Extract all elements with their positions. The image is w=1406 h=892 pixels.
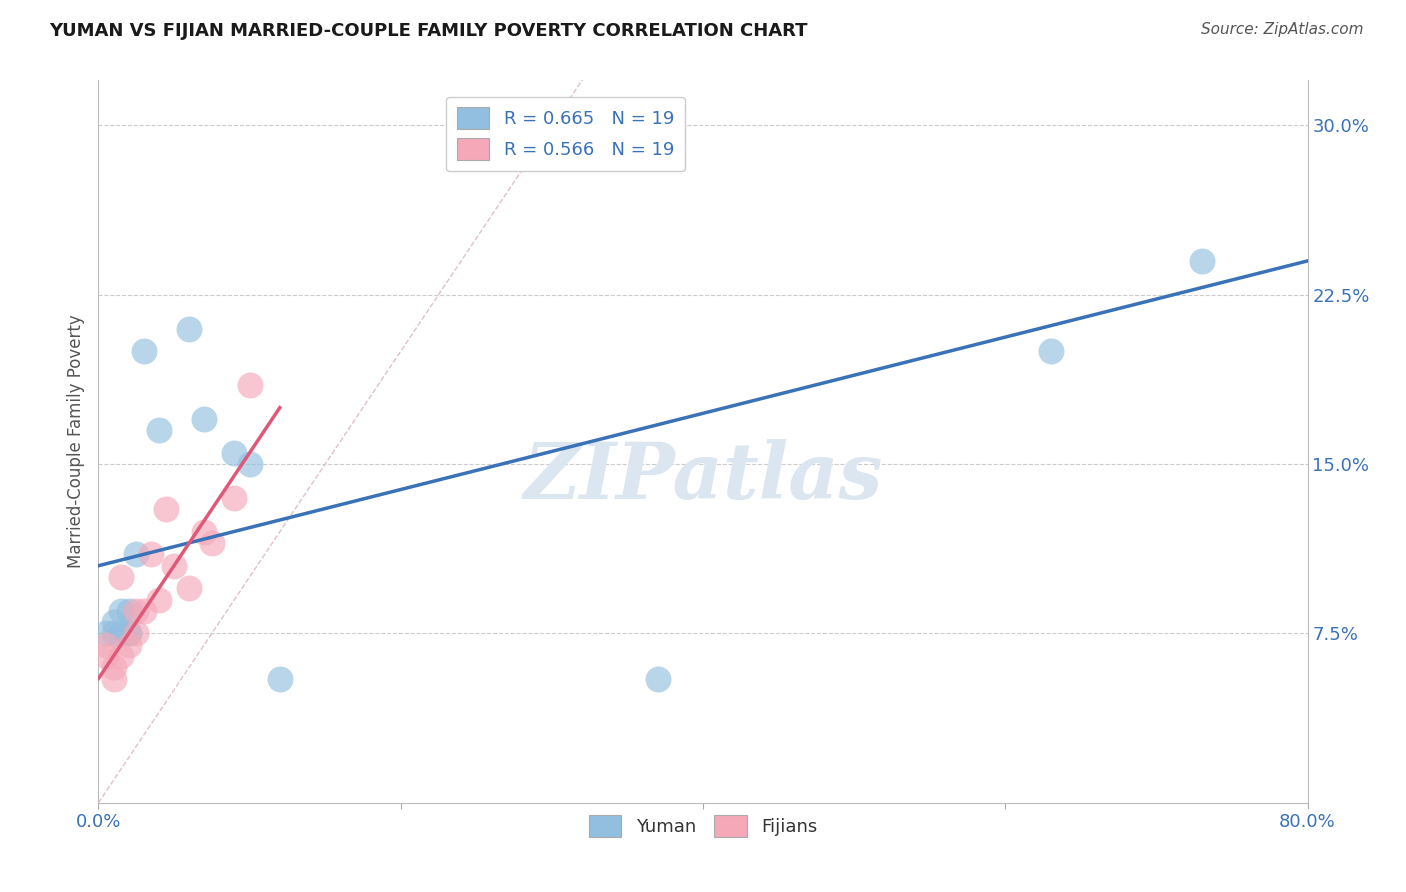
Point <box>193 524 215 539</box>
Point <box>110 570 132 584</box>
Point <box>239 457 262 471</box>
Point <box>269 672 291 686</box>
Point <box>1191 253 1213 268</box>
Point <box>94 626 117 640</box>
Point <box>239 378 262 392</box>
Point <box>141 548 163 562</box>
Point <box>103 615 125 630</box>
Point <box>110 626 132 640</box>
Point <box>125 626 148 640</box>
Point <box>103 660 125 674</box>
Point <box>647 672 669 686</box>
Point <box>118 638 141 652</box>
Point <box>1039 344 1062 359</box>
Point <box>179 321 201 335</box>
Point <box>110 604 132 618</box>
Point <box>125 548 148 562</box>
Point <box>148 592 170 607</box>
Point <box>155 502 177 516</box>
Point <box>94 638 117 652</box>
Text: Source: ZipAtlas.com: Source: ZipAtlas.com <box>1201 22 1364 37</box>
Point <box>110 648 132 663</box>
Legend: Yuman, Fijians: Yuman, Fijians <box>582 808 824 845</box>
Point <box>224 446 246 460</box>
Point <box>132 344 155 359</box>
Point <box>103 672 125 686</box>
Point <box>118 626 141 640</box>
Point <box>179 582 201 596</box>
Point <box>132 604 155 618</box>
Point <box>163 558 186 573</box>
Text: YUMAN VS FIJIAN MARRIED-COUPLE FAMILY POVERTY CORRELATION CHART: YUMAN VS FIJIAN MARRIED-COUPLE FAMILY PO… <box>49 22 807 40</box>
Point <box>201 536 224 550</box>
Point <box>118 604 141 618</box>
Y-axis label: Married-Couple Family Poverty: Married-Couple Family Poverty <box>66 315 84 568</box>
Point <box>118 626 141 640</box>
Point <box>193 412 215 426</box>
Point <box>125 604 148 618</box>
Text: ZIPatlas: ZIPatlas <box>523 440 883 516</box>
Point <box>94 648 117 663</box>
Point <box>224 491 246 505</box>
Point <box>103 626 125 640</box>
Point <box>148 423 170 437</box>
